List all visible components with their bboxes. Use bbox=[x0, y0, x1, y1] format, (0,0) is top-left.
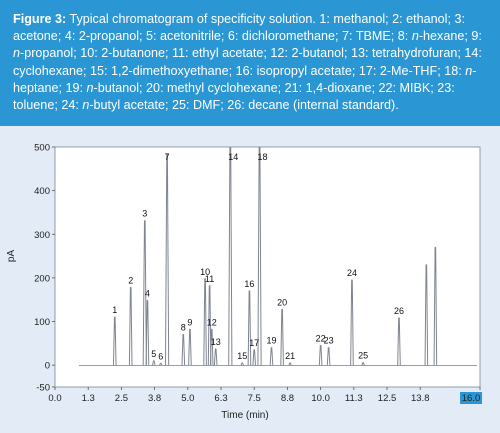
peak-label: 14 bbox=[228, 152, 238, 162]
peak-label: 7 bbox=[165, 152, 170, 162]
peak-24 bbox=[350, 279, 354, 366]
y-tick-label: 400 bbox=[34, 186, 50, 197]
peak-18 bbox=[257, 147, 262, 366]
caption-segment: -hexane; 9: bbox=[418, 29, 482, 44]
peak-8 bbox=[181, 334, 186, 366]
y-tick-label: 0 bbox=[45, 361, 50, 372]
peak-label: 21 bbox=[285, 351, 295, 361]
caption-segment: n bbox=[465, 63, 473, 78]
peak-10 bbox=[203, 278, 207, 366]
peak-label: 5 bbox=[151, 349, 156, 359]
peak-17 bbox=[252, 349, 257, 366]
peak-25 bbox=[361, 362, 365, 366]
peak-label: 25 bbox=[358, 351, 368, 361]
x-tick-label: 2.5 bbox=[115, 393, 128, 404]
peak-6 bbox=[158, 362, 163, 366]
caption-segment: Typical chromatogram of specificity solu… bbox=[13, 12, 465, 44]
plot-area bbox=[54, 146, 481, 388]
x-tick-label: 3.8 bbox=[148, 393, 161, 404]
x-axis-title: Time (min) bbox=[221, 410, 268, 421]
peak-label: 15 bbox=[237, 351, 247, 361]
x-tick-label: 13.8 bbox=[411, 393, 430, 404]
peak-label: 10 bbox=[200, 267, 210, 277]
caption-segment: -butyl acetate; 25: DMF; 26: decane (int… bbox=[89, 98, 399, 113]
peak-label: 13 bbox=[211, 337, 221, 347]
peak-label: 6 bbox=[158, 351, 163, 361]
x-tick-label: 10.0 bbox=[311, 393, 330, 404]
peak-3 bbox=[142, 220, 147, 366]
peak-label: 26 bbox=[394, 306, 404, 316]
x-tick-label: 0.0 bbox=[48, 393, 61, 404]
peak-label: 9 bbox=[187, 317, 192, 327]
peak-label: 24 bbox=[347, 268, 357, 278]
y-axis-title: pA bbox=[6, 250, 17, 263]
x-tick-label: 16.0 bbox=[462, 393, 481, 404]
y-tick-label: 100 bbox=[34, 317, 50, 328]
figure-label: Figure 3: bbox=[13, 12, 67, 26]
peak-16 bbox=[247, 290, 252, 366]
peak-14 bbox=[228, 147, 233, 366]
peak-20 bbox=[280, 308, 284, 366]
peak-12 bbox=[209, 328, 214, 366]
caption-segment: -heptane; 19: bbox=[13, 63, 477, 95]
peak-26 bbox=[397, 317, 401, 366]
peak-1 bbox=[112, 316, 117, 366]
peak-5 bbox=[152, 360, 156, 366]
peak-2 bbox=[128, 287, 133, 366]
peak-19 bbox=[269, 347, 274, 366]
y-tick-label: 300 bbox=[34, 230, 50, 241]
peak-label: 18 bbox=[258, 152, 268, 162]
x-tick-highlight bbox=[460, 392, 482, 404]
peak-label: 17 bbox=[249, 338, 259, 348]
peak-22 bbox=[318, 345, 323, 366]
peak-label: 8 bbox=[181, 323, 186, 333]
peak-label: 11 bbox=[205, 274, 214, 284]
caption-segment: -propanol; 10: 2-butanone; 11: ethyl ace… bbox=[13, 46, 482, 78]
peak-label: 2 bbox=[128, 276, 133, 286]
peak-label: 1 bbox=[112, 305, 117, 315]
x-tick-label: 1.3 bbox=[82, 393, 95, 404]
peak-13 bbox=[213, 348, 218, 366]
caption-text: Typical chromatogram of specificity solu… bbox=[13, 12, 482, 112]
caption-segment: -butanol; 20: methyl cyclohexane; 21: 1,… bbox=[13, 80, 455, 113]
x-tick-label: 7.5 bbox=[248, 393, 261, 404]
peak-23 bbox=[326, 347, 331, 366]
x-tick-label: 11.3 bbox=[345, 393, 363, 404]
peak-label: 4 bbox=[145, 289, 150, 299]
y-tick-label: 200 bbox=[34, 273, 50, 284]
peak-unlabeled bbox=[424, 264, 429, 366]
caption-segment: n bbox=[82, 98, 90, 113]
peak-7 bbox=[164, 153, 170, 366]
caption-segment: n bbox=[411, 29, 419, 44]
peak-unlabeled bbox=[433, 246, 438, 366]
x-tick-label: 6.3 bbox=[214, 393, 227, 404]
x-tick-label: 8.8 bbox=[281, 393, 294, 404]
peak-9 bbox=[188, 328, 192, 366]
caption-segment: n bbox=[86, 80, 94, 95]
x-tick-label: 12.5 bbox=[378, 393, 397, 404]
y-tick-label: -50 bbox=[36, 383, 50, 394]
peak-4 bbox=[145, 300, 150, 366]
caption-segment: n bbox=[13, 46, 21, 61]
peak-11 bbox=[207, 285, 212, 366]
y-tick-label: 500 bbox=[34, 143, 50, 154]
peak-label: 16 bbox=[244, 279, 254, 289]
peak-21 bbox=[288, 362, 292, 366]
peak-label: 22 bbox=[316, 334, 326, 344]
peak-label: 19 bbox=[266, 336, 276, 346]
peak-label: 23 bbox=[324, 336, 334, 346]
peak-label: 3 bbox=[142, 209, 147, 219]
figure-caption: Figure 3: Typical chromatogram of specif… bbox=[0, 0, 500, 126]
peak-label: 20 bbox=[277, 297, 287, 307]
peak-15 bbox=[240, 362, 245, 366]
peak-label: 12 bbox=[207, 317, 217, 327]
x-tick-label: 5.0 bbox=[181, 393, 194, 404]
